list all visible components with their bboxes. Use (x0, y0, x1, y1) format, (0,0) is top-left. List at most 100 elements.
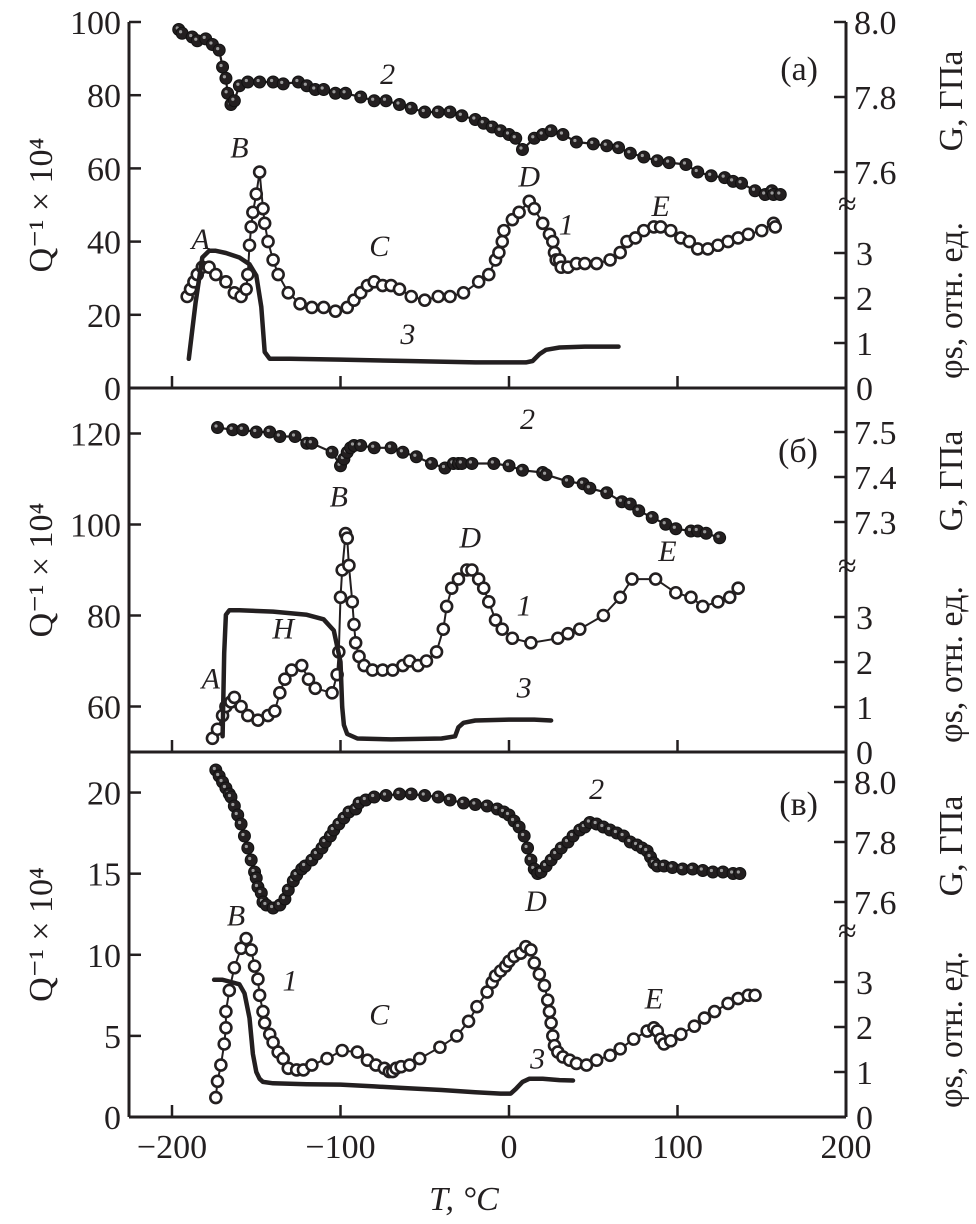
series-2-point (509, 131, 523, 145)
series-2-point-highlight (494, 805, 498, 810)
series-2-point-highlight (270, 78, 274, 83)
series-2-point (236, 423, 250, 437)
series-2-point-highlight (342, 90, 346, 94)
series-2-point (521, 841, 535, 855)
y-right-phi-tick-label: 0 (856, 735, 873, 772)
annotation-3: 3 (529, 1042, 545, 1075)
series-2-point-highlight (387, 444, 392, 448)
series-2-point-highlight (615, 144, 619, 148)
series-1-point (697, 1011, 712, 1025)
series-2-point-highlight (510, 817, 515, 822)
series-2-point-highlight (202, 35, 206, 39)
series-2-point-highlight (730, 178, 734, 182)
series-2-point-highlight (328, 449, 333, 453)
y-left-tick-label: 60 (87, 690, 121, 727)
series-2-point-highlight (212, 766, 216, 771)
series-2-point-highlight (719, 868, 724, 873)
series-2-point-highlight (694, 168, 698, 173)
series-2-point-highlight (253, 428, 257, 433)
series-2-point-highlight (703, 530, 707, 534)
annotation-2: 2 (380, 58, 395, 91)
series-2-point-highlight (468, 460, 473, 464)
series-2-point-highlight (421, 792, 425, 796)
y-right-g-tick-label: 7.3 (854, 505, 897, 542)
annotation-D: D (517, 161, 540, 194)
series-2-point (713, 531, 727, 545)
series-2-point (305, 436, 319, 450)
series-2-point (733, 867, 747, 880)
panel-label: (a) (780, 51, 818, 88)
series-1-point (257, 216, 272, 231)
series-2-point-highlight (227, 793, 232, 798)
series-2-point-highlight (531, 865, 535, 870)
series-1-point (731, 581, 745, 596)
annotation-D: D (458, 521, 481, 554)
series-2-point (586, 137, 600, 151)
series-2-point (210, 421, 224, 434)
series-1-point (305, 300, 319, 315)
series-1-point (239, 931, 253, 946)
series-2-point (244, 853, 258, 867)
series-2-point-highlight (280, 80, 284, 84)
annotation-E: E (657, 535, 676, 568)
series-1-point (219, 275, 233, 289)
series-1-point (333, 590, 348, 605)
series-1-point (281, 286, 296, 300)
series-1-point (433, 1040, 447, 1055)
series-3-line (211, 977, 576, 1096)
series-1-point (613, 590, 628, 605)
series-2-point-highlight (428, 460, 432, 464)
series-1-point (308, 681, 323, 696)
series-2-point (455, 109, 469, 123)
series-1-point (470, 999, 484, 1014)
series-1-point (722, 590, 737, 605)
series-2-point-highlight (472, 801, 476, 805)
series-2-point-highlight (736, 870, 740, 874)
series-2-point-highlight (458, 112, 462, 116)
series-1-point (328, 304, 343, 318)
series-2-point (241, 841, 255, 855)
series-2-point-highlight (285, 886, 289, 891)
series-1-point (540, 993, 555, 1008)
series-1-point (444, 581, 459, 596)
series-1-point (412, 1051, 427, 1066)
series-1-point (537, 978, 552, 993)
series-1-point (316, 300, 331, 315)
series-1-point (431, 289, 446, 304)
series-2-point-highlight (179, 30, 183, 34)
series-2-point (384, 441, 398, 455)
series-2-point-highlight (569, 832, 574, 837)
series-2-point (515, 143, 529, 156)
series-1-point (589, 256, 604, 271)
series-1-point (465, 563, 479, 577)
series-2-point-highlight (281, 895, 285, 900)
series-2-point (424, 457, 438, 470)
series-2-point-highlight (258, 889, 262, 894)
y-right-phi-tick-label: 3 (856, 600, 873, 637)
series-2-point-highlight (580, 480, 584, 484)
series-2-point (379, 789, 393, 802)
annotation-2: 2 (520, 403, 535, 436)
series-2-point-highlight (322, 838, 326, 843)
series-2-point-highlight (531, 135, 535, 139)
annotation-C: C (369, 230, 390, 263)
x-tick-label: 0 (501, 1129, 518, 1166)
series-1-point (495, 234, 510, 249)
series-1-point (342, 558, 356, 573)
annotation-B: B (330, 480, 348, 513)
series-2-point (699, 526, 713, 540)
y-right-g-tick-label: 7.8 (854, 825, 897, 862)
series-1-point (443, 289, 457, 304)
series-2-point-highlight (590, 140, 594, 144)
series-2-point (339, 86, 353, 100)
series-2-point-highlight (762, 191, 766, 195)
series-2-point-highlight (472, 116, 476, 120)
series-2-point-highlight (256, 78, 260, 83)
series-1-point (417, 293, 432, 307)
series-2-point-highlight (516, 823, 520, 828)
series-1-point (436, 622, 451, 636)
series-1-point (392, 282, 407, 296)
series-2-point (409, 450, 423, 464)
series-2-point-highlight (302, 862, 306, 867)
series-2-point (679, 158, 693, 171)
